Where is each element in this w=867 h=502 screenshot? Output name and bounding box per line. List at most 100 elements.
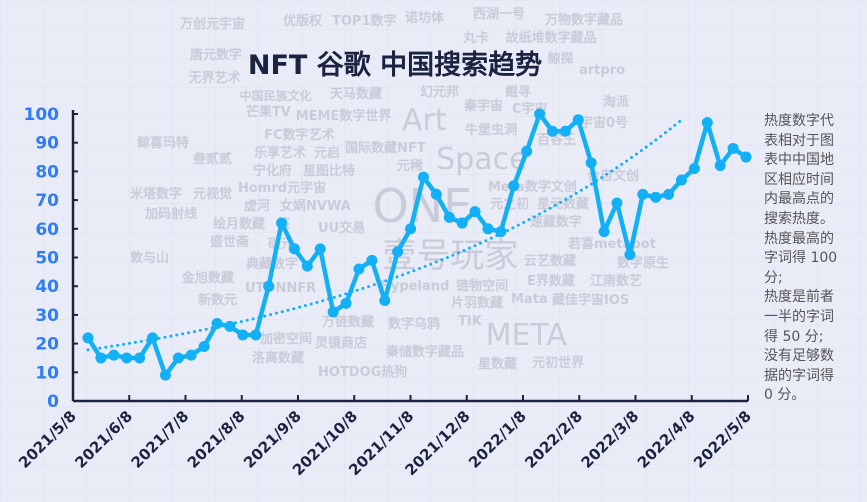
cloud-word: META [485,318,567,354]
cloud-word: 星图比特 [303,164,356,180]
data-point [624,249,636,261]
cloud-word: Art [402,103,447,139]
cloud-word: 虚河 [244,199,271,215]
cloud-word: 淘派 [603,95,630,110]
cloud-word: 宇宙0号 [580,116,629,131]
data-point [159,369,171,381]
data-point [650,191,662,203]
x-tick-label: 2022/5/8 [690,407,755,472]
cloud-word: 元稀 [397,158,424,174]
data-point [353,263,365,275]
data-point [198,340,210,352]
data-point [392,246,404,258]
x-tick-label: 2022/2/8 [521,407,586,472]
cloud-word: Hypeland [380,279,450,295]
series-line [86,111,748,378]
cloud-word: 合自文创 [587,169,640,184]
data-point [147,332,159,344]
data-point [482,223,494,235]
y-tick-label: 100 [24,105,60,125]
data-point [366,254,378,266]
x-tick-label: 2021/6/8 [71,407,136,472]
data-point [250,329,262,341]
note-line: 搜索热度。 [764,210,834,227]
y-tick-label: 20 [35,335,59,355]
data-point [172,352,184,364]
cloud-word: 藏佳宇宙IOS [552,293,630,308]
cloud-word: 牛堡虫洞 [465,123,518,138]
note-line: 内最高点的 [764,191,834,208]
data-point [263,280,275,292]
data-point [559,125,571,137]
cloud-word: 鲸喜玛特 [137,136,190,151]
cloud-word: 星数藏 [478,357,518,373]
cloud-word: 百谷王 [537,133,577,148]
cloud-word: 秦储数字藏品 [386,345,465,360]
data-point [546,125,558,137]
cloud-word: TIK [458,314,482,330]
chart-title: NFT 谷歌 中国搜索趋势 [247,50,543,81]
data-point [688,163,700,175]
note-line: 没有足够数 [764,348,834,365]
cloud-word: 西湖一号 [473,7,526,22]
cloud-word: 无界艺术 [188,70,241,86]
cloud-word: 女娲NVWA [280,199,351,215]
data-point [108,349,120,361]
data-point [340,297,352,309]
data-point [495,226,507,238]
cloud-word: 秦宇宙 [464,99,504,114]
cloud-word: 速藏数字 [529,214,582,230]
cloud-word: 江南数艺 [590,274,643,289]
cloud-word: 芒果TV [245,104,291,120]
data-point [301,260,313,272]
y-tick-label: 30 [35,306,59,326]
cloud-word: HOTDOG热狗 [318,365,408,380]
score-explanation: 热度数字代 表相对于图 表中中国地 区相应时间 内最高点的 搜索热度。 热度最高的 字词得 1… [764,112,864,406]
data-point [727,142,739,154]
data-point [701,117,713,129]
y-tick-label: 50 [35,249,59,269]
cloud-word: 乐享艺术 [254,145,307,161]
note-line: 一半的字词 [764,308,834,325]
data-point [430,188,442,200]
data-point [443,211,455,223]
cloud-word: MEME数字世界 [295,109,392,125]
cloud-word: 宁化府 [253,164,293,180]
data-point [740,151,752,163]
chart-title-wrap: NFT 谷歌 中国搜索趋势 [0,50,790,82]
cloud-word: 优版权 [283,14,323,29]
data-point [572,114,584,126]
cloud-word: 元初世界 [532,356,585,372]
cloud-word: 链物空间 [456,278,509,294]
y-tick-label: 60 [35,220,59,240]
data-point [521,145,533,157]
cloud-word: 天马数藏 [330,87,383,102]
data-point [508,180,520,192]
note-line: 表相对于图 [764,132,834,149]
x-tick-label: 2021/7/8 [128,407,193,472]
cloud-word: 米塔数字 [130,187,183,202]
data-point [637,188,649,200]
cloud-word: FC数字艺术 [264,128,335,144]
data-point [379,295,391,307]
cloud-word: artpro [579,63,626,78]
y-tick-label: 80 [35,162,59,182]
cloud-word: TOP1数字 [332,14,397,29]
data-point [288,243,300,255]
data-point [675,174,687,186]
cloud-word: UU交易 [318,221,366,236]
trendline [86,118,683,352]
x-tick-label: 2022/1/8 [465,407,530,472]
data-point [224,320,236,332]
data-point [185,349,197,361]
x-tick-label: 2021/5/8 [15,407,80,472]
cloud-word: 敦与山 [130,251,170,266]
cloud-word: 诺坊体 [405,11,445,26]
data-point [417,171,429,183]
x-tick-label: 2022/3/8 [578,407,643,472]
note-line: 0 分。 [764,387,806,404]
data-point [598,226,610,238]
cloud-word: 鲸探 [547,52,574,68]
